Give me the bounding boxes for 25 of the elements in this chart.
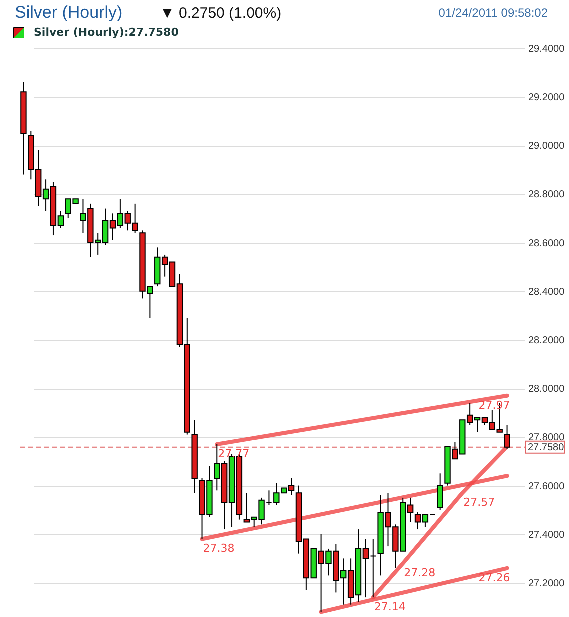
data-label: 27.28 (404, 566, 436, 580)
data-label: 27.38 (203, 542, 235, 556)
legend-label: Silver (Hourly):27.7580 (34, 26, 180, 39)
y-tick-label: 28.8000 (528, 190, 566, 201)
candlestick (370, 538, 376, 598)
chart-title: Silver (Hourly) (15, 3, 123, 22)
y-tick-label: 29.4000 (528, 44, 566, 55)
y-tick-label: 29.2000 (528, 92, 566, 104)
ref-line-label: 27.7580 (528, 442, 565, 454)
y-tick-label: 27.4000 (528, 530, 566, 541)
y-tick-label: 28.4000 (528, 286, 566, 298)
data-label: 27.14 (374, 600, 406, 614)
text: 01/24/2011 09:58:02 (438, 6, 548, 20)
y-tick-label: 27.6000 (528, 481, 566, 492)
y-tick-label: 27.8000 (528, 432, 566, 444)
candlestick (437, 473, 444, 511)
data-label: 27.57 (464, 496, 496, 510)
y-tick-label: 28.2000 (528, 336, 566, 347)
data-label: 27.77 (218, 447, 250, 460)
text: ▼ 0.2750 (1.00%) (160, 5, 282, 22)
candlestick (504, 424, 510, 450)
y-tick-label: 28.0000 (528, 384, 566, 396)
y-tick-label: 29.0000 (528, 141, 566, 152)
y-tick-label: 27.2000 (528, 578, 566, 590)
y-tick-label: 28.6000 (528, 238, 566, 250)
